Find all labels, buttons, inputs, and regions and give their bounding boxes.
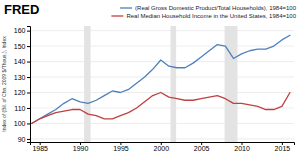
shaded-range (225, 26, 238, 142)
y-tick-label: 110 (14, 105, 25, 112)
y-tick-mark (27, 93, 30, 94)
x-tick-label: 1985 (32, 145, 48, 152)
x-tick: 2000 (153, 142, 169, 152)
y-tick-mark (27, 62, 30, 63)
series-line (32, 93, 290, 124)
y-tick-mark (27, 77, 30, 78)
x-tick: 1995 (113, 142, 129, 152)
y-tick: 140 (14, 58, 30, 65)
grid-line (30, 46, 294, 47)
y-tick: 150 (14, 43, 30, 50)
y-tick: 90 (18, 136, 30, 143)
x-tick: 2015 (275, 142, 291, 152)
annotation: FRED (4, 2, 39, 17)
legend: (Real Gross Domestic Product/Total House… (111, 5, 296, 19)
x-tick: 1990 (73, 142, 89, 152)
legend-label: (Real Gross Domestic Product/Total House… (135, 5, 297, 11)
y-axis: 90 100 110 120 130 140 150 160 (14, 27, 31, 143)
x-tick: 1985 (32, 142, 48, 152)
x-tick: 2005 (194, 142, 210, 152)
y-tick: 100 (14, 120, 30, 127)
y-axis-title: Index of (Bil. of Chn. 2009 $/Thous.), I… (1, 36, 7, 132)
x-tick-label: 2005 (194, 145, 210, 152)
grid-line (30, 77, 294, 78)
shaded-range (170, 26, 176, 142)
y-tick: 120 (14, 89, 30, 96)
legend-item: Real Median Household Income in the Unit… (111, 13, 296, 19)
y-tick-mark (27, 31, 30, 32)
legend-item: (Real Gross Domestic Product/Total House… (120, 5, 297, 11)
y-tick-label: 130 (14, 74, 26, 81)
y-tick-label: 160 (14, 27, 26, 34)
y-tick-mark (27, 139, 30, 140)
y-tick-label: 150 (14, 43, 26, 50)
y-tick-mark (27, 123, 30, 124)
x-tick-label: 2000 (153, 145, 169, 152)
y-tick-mark (27, 108, 30, 109)
x-tick-label: 2015 (275, 145, 291, 152)
x-tick-label: 2010 (234, 145, 250, 152)
y-tick-mark (27, 46, 30, 47)
x-tick-label: 1990 (73, 145, 89, 152)
y-tick-label: 90 (18, 136, 26, 143)
y-tick: 160 (14, 27, 30, 34)
chart: 1985 1990 1995 2000 2005 2010 2015 90 100 110 120 1… (0, 0, 300, 156)
x-tick-label: 1995 (113, 145, 129, 152)
y-tick-label: 100 (14, 120, 26, 127)
grid-line (30, 30, 294, 31)
grid-line (30, 107, 294, 108)
x-axis: 1985 1990 1995 2000 2005 2010 2015 (31, 142, 295, 152)
series-line (32, 35, 290, 123)
x-tick: 2010 (234, 142, 250, 152)
y-tick: 130 (14, 74, 30, 81)
y-tick: 110 (14, 105, 30, 112)
legend-swatch (120, 7, 132, 8)
y-tick-label: 140 (14, 58, 26, 65)
legend-label: Real Median Household Income in the Unit… (126, 13, 296, 19)
grid (30, 31, 294, 139)
plot-area (32, 26, 290, 142)
legend-swatch (111, 15, 123, 16)
y-axis-line (27, 27, 31, 143)
grid-line (30, 123, 294, 124)
shaded-range (84, 26, 90, 142)
grid-line (30, 138, 294, 139)
y-tick-label: 120 (14, 89, 26, 96)
